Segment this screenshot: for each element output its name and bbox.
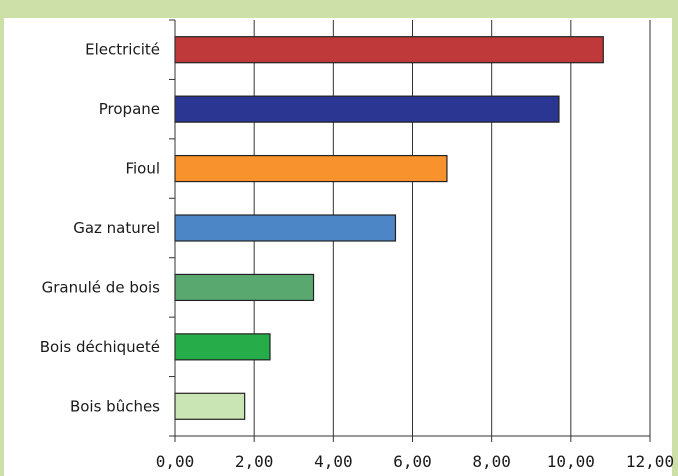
category-label: Bois bûches [70, 397, 160, 415]
labels: 0,00 2,00 4,00 6,00 8,00 10,00 12,00 Electricit… [40, 41, 674, 471]
category-label: Electricité [85, 41, 160, 59]
bars [174, 36, 604, 420]
bar [174, 154, 448, 183]
bar [174, 392, 246, 420]
bar [174, 214, 397, 242]
bar [174, 36, 604, 64]
x-tick-label: 4,00 [314, 452, 353, 471]
bar [174, 273, 315, 302]
x-tick-label: 8,00 [472, 452, 511, 471]
category-label: Granulé de bois [42, 278, 161, 296]
category-label: Fioul [125, 160, 160, 178]
x-tick-label: 0,00 [156, 452, 195, 471]
gridlines [253, 20, 651, 436]
category-label: Bois déchiqueté [40, 338, 160, 356]
x-tick-label: 6,00 [393, 452, 432, 471]
bar [174, 333, 271, 361]
x-tick-label: 10,00 [547, 452, 595, 471]
category-label: Gaz naturel [73, 219, 160, 237]
x-tick-label: 2,00 [235, 452, 274, 471]
axes [169, 19, 651, 442]
x-tick-label: 12,00 [626, 452, 674, 471]
category-label: Propane [99, 100, 160, 118]
bar [174, 95, 560, 123]
